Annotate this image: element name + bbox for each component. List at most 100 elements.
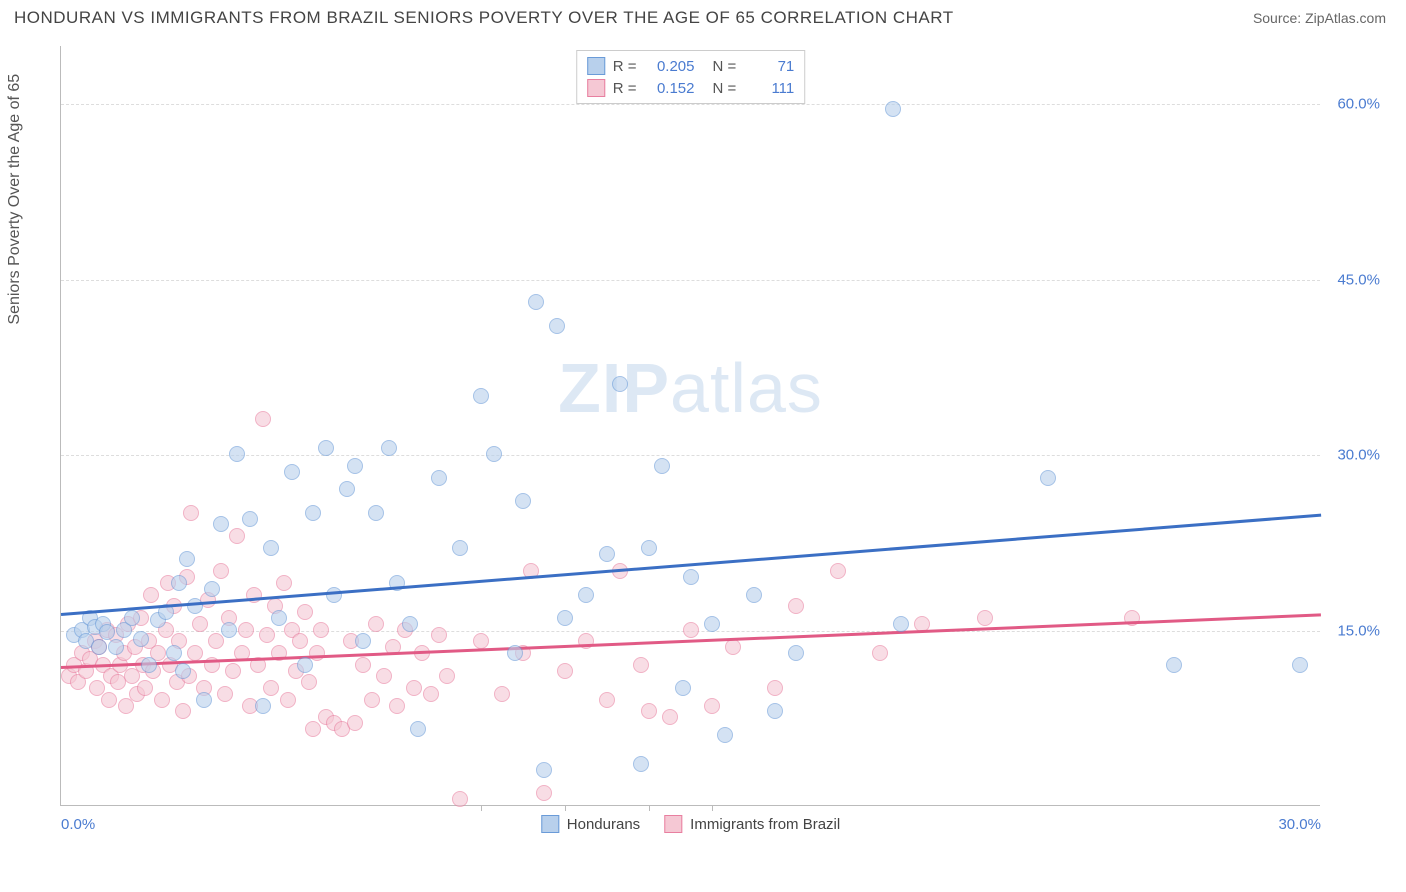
y-axis-label: Seniors Poverty Over the Age of 65 <box>6 74 24 325</box>
data-point-brazil <box>872 645 888 661</box>
gridline <box>61 280 1320 281</box>
data-point-brazil <box>347 715 363 731</box>
data-point-brazil <box>557 663 573 679</box>
data-point-hondurans <box>124 610 140 626</box>
data-point-hondurans <box>788 645 804 661</box>
data-point-brazil <box>137 680 153 696</box>
data-point-brazil <box>309 645 325 661</box>
data-point-brazil <box>578 633 594 649</box>
data-point-hondurans <box>179 551 195 567</box>
data-point-brazil <box>292 633 308 649</box>
data-point-brazil <box>431 627 447 643</box>
data-point-brazil <box>305 721 321 737</box>
data-point-brazil <box>255 411 271 427</box>
data-point-brazil <box>297 604 313 620</box>
data-point-brazil <box>767 680 783 696</box>
data-point-hondurans <box>204 581 220 597</box>
data-point-brazil <box>788 598 804 614</box>
x-tick-mark <box>649 805 650 811</box>
correlation-legend: R = 0.205 N = 71 R = 0.152 N = 111 <box>576 50 806 104</box>
data-point-brazil <box>238 622 254 638</box>
data-point-brazil <box>110 674 126 690</box>
data-point-brazil <box>225 663 241 679</box>
data-point-hondurans <box>612 376 628 392</box>
data-point-hondurans <box>347 458 363 474</box>
data-point-hondurans <box>515 493 531 509</box>
data-point-hondurans <box>431 470 447 486</box>
data-point-hondurans <box>473 388 489 404</box>
data-point-brazil <box>406 680 422 696</box>
data-point-hondurans <box>381 440 397 456</box>
series-legend: Hondurans Immigrants from Brazil <box>541 815 840 833</box>
data-point-brazil <box>977 610 993 626</box>
data-point-brazil <box>313 622 329 638</box>
data-point-brazil <box>494 686 510 702</box>
data-point-hondurans <box>885 101 901 117</box>
trend-line-hondurans <box>61 514 1321 616</box>
legend-row-hondurans: R = 0.205 N = 71 <box>587 55 795 77</box>
data-point-hondurans <box>297 657 313 673</box>
data-point-brazil <box>599 692 615 708</box>
data-point-hondurans <box>578 587 594 603</box>
data-point-brazil <box>423 686 439 702</box>
data-point-hondurans <box>284 464 300 480</box>
data-point-brazil <box>208 633 224 649</box>
data-point-hondurans <box>368 505 384 521</box>
data-point-hondurans <box>175 663 191 679</box>
data-point-hondurans <box>557 610 573 626</box>
data-point-brazil <box>280 692 296 708</box>
data-point-brazil <box>439 668 455 684</box>
data-point-brazil <box>263 680 279 696</box>
data-point-hondurans <box>452 540 468 556</box>
data-point-hondurans <box>187 598 203 614</box>
data-point-hondurans <box>536 762 552 778</box>
data-point-hondurans <box>704 616 720 632</box>
data-point-brazil <box>301 674 317 690</box>
legend-item-brazil: Immigrants from Brazil <box>664 815 840 833</box>
data-point-hondurans <box>221 622 237 638</box>
data-point-brazil <box>683 622 699 638</box>
data-point-hondurans <box>133 631 149 647</box>
swatch-hondurans <box>587 57 605 75</box>
gridline <box>61 104 1320 105</box>
data-point-brazil <box>662 709 678 725</box>
data-point-hondurans <box>91 639 107 655</box>
data-point-hondurans <box>633 756 649 772</box>
data-point-brazil <box>376 668 392 684</box>
data-point-brazil <box>259 627 275 643</box>
data-point-brazil <box>101 692 117 708</box>
y-tick-label: 45.0% <box>1337 271 1380 288</box>
data-point-hondurans <box>326 587 342 603</box>
data-point-hondurans <box>255 698 271 714</box>
data-point-hondurans <box>1040 470 1056 486</box>
data-point-hondurans <box>528 294 544 310</box>
data-point-hondurans <box>196 692 212 708</box>
data-point-hondurans <box>213 516 229 532</box>
data-point-hondurans <box>683 569 699 585</box>
data-point-hondurans <box>305 505 321 521</box>
data-point-hondurans <box>263 540 279 556</box>
data-point-hondurans <box>339 481 355 497</box>
data-point-hondurans <box>410 721 426 737</box>
data-point-brazil <box>452 791 468 807</box>
data-point-brazil <box>830 563 846 579</box>
data-point-hondurans <box>355 633 371 649</box>
chart-title: HONDURAN VS IMMIGRANTS FROM BRAZIL SENIO… <box>14 8 954 28</box>
data-point-brazil <box>704 698 720 714</box>
data-point-brazil <box>473 633 489 649</box>
data-point-hondurans <box>242 511 258 527</box>
data-point-brazil <box>192 616 208 632</box>
data-point-brazil <box>213 563 229 579</box>
data-point-hondurans <box>893 616 909 632</box>
data-point-hondurans <box>746 587 762 603</box>
data-point-hondurans <box>549 318 565 334</box>
data-point-brazil <box>187 645 203 661</box>
y-tick-label: 30.0% <box>1337 447 1380 464</box>
data-point-brazil <box>154 692 170 708</box>
x-tick-mark <box>565 805 566 811</box>
data-point-hondurans <box>99 624 115 640</box>
data-point-hondurans <box>108 639 124 655</box>
data-point-brazil <box>725 639 741 655</box>
swatch-brazil-bottom <box>664 815 682 833</box>
data-point-brazil <box>276 575 292 591</box>
